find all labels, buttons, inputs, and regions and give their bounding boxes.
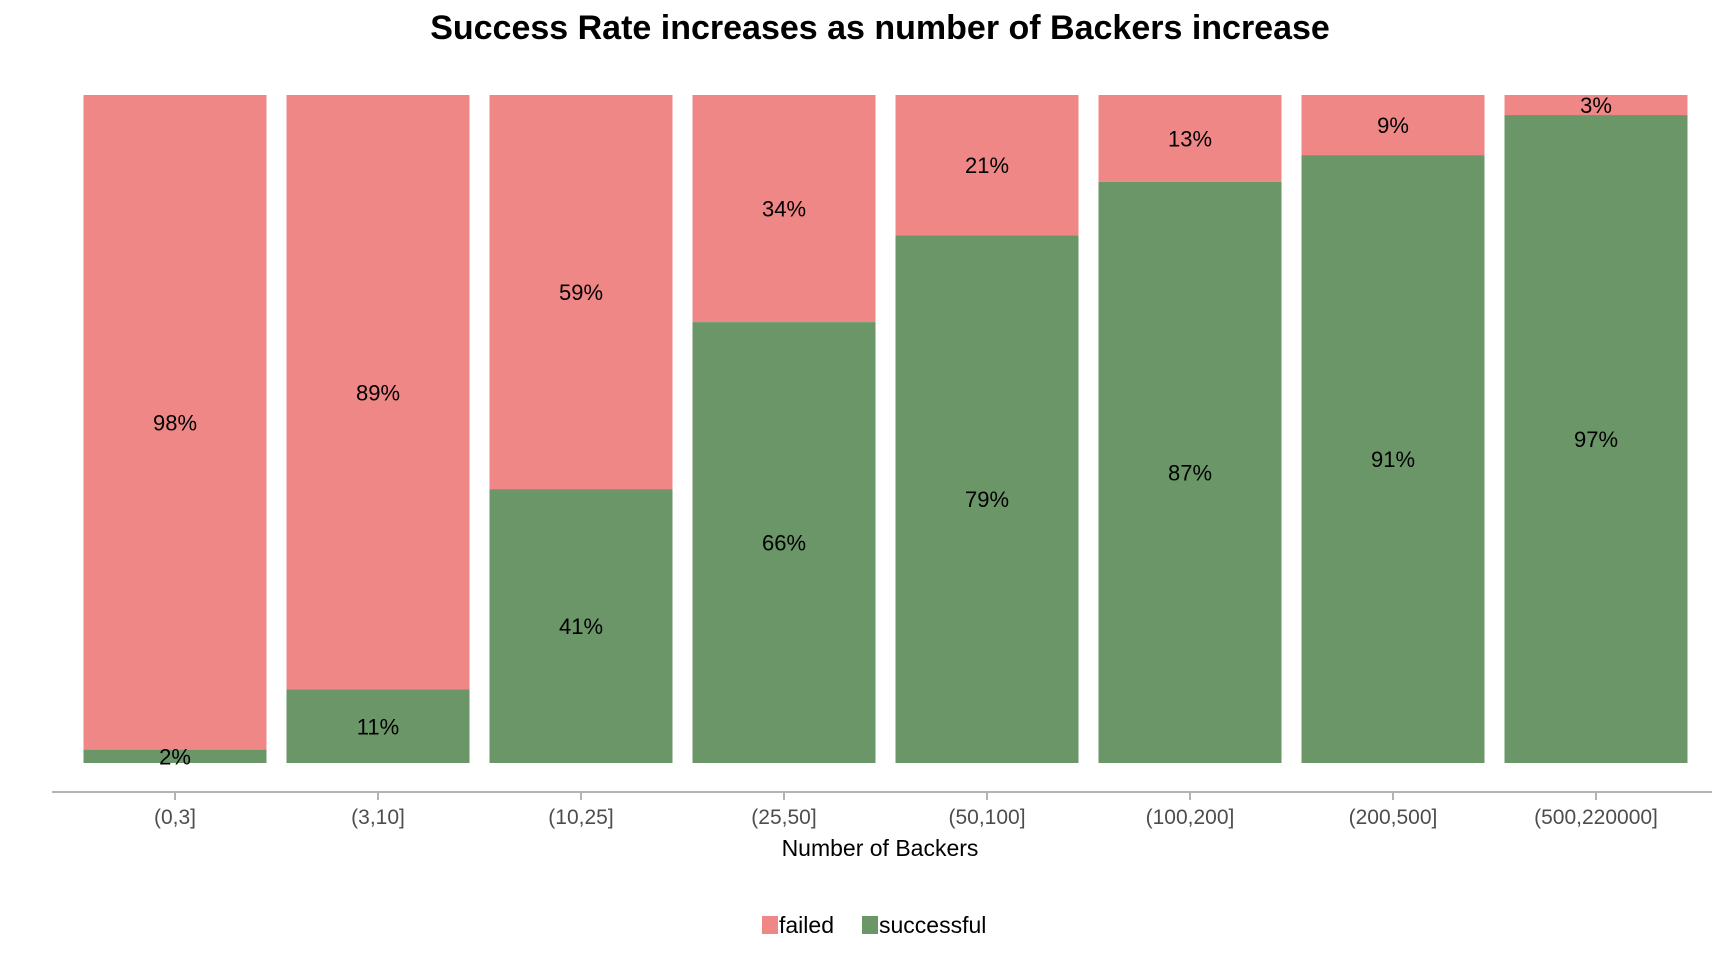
legend-swatch-successful	[862, 916, 878, 934]
bar-label-successful-1: 11%	[357, 714, 399, 739]
x-tick-label-5: (100,200]	[1146, 806, 1235, 829]
bar-failed-3	[692, 95, 876, 323]
x-tick-label-3: (25,50]	[751, 806, 816, 829]
bar-failed-4	[895, 95, 1079, 236]
x-tick-label-4: (50,100]	[948, 806, 1025, 829]
legend-label-successful: successful	[879, 912, 986, 938]
legend-swatch-failed	[762, 916, 778, 934]
x-tick-label-0: (0,3]	[154, 806, 196, 829]
bar-label-successful-7: 97%	[1574, 427, 1618, 452]
bar-failed-5	[1098, 95, 1282, 182]
bar-failed-0	[83, 95, 267, 750]
bar-label-failed-5: 13%	[1168, 126, 1212, 151]
bars-layer	[83, 95, 1688, 764]
bar-successful-2	[489, 489, 673, 763]
bar-label-successful-5: 87%	[1168, 460, 1212, 485]
bar-successful-3	[692, 322, 876, 763]
x-axis-ticks: (0,3] (3,10] (10,25] (25,50] (50,100] (100,20…	[154, 792, 1658, 829]
bar-successful-5	[1098, 181, 1282, 764]
bar-label-failed-4: 21%	[965, 153, 1009, 178]
bar-label-successful-3: 66%	[762, 531, 806, 556]
bar-label-successful-6: 91%	[1371, 447, 1415, 472]
x-axis-title: Number of Backers	[782, 835, 979, 861]
bar-label-successful-4: 79%	[965, 487, 1009, 512]
chart-title: Success Rate increases as number of Back…	[430, 9, 1330, 47]
bar-labels-layer: 98% 2% 89% 11% 59% 41% 34% 66% 21% 79% 13% 87% 9% 91%…	[153, 93, 1618, 769]
bar-successful-1	[286, 689, 470, 763]
x-tick-label-1: (3,10]	[351, 806, 405, 829]
bar-label-failed-3: 34%	[762, 197, 806, 222]
bar-successful-6	[1301, 155, 1485, 763]
bar-successful-4	[895, 235, 1079, 763]
bar-label-failed-6: 9%	[1377, 113, 1409, 138]
bar-label-failed-7: 3%	[1580, 93, 1612, 118]
bar-label-failed-2: 59%	[559, 280, 603, 305]
bar-successful-7	[1504, 115, 1688, 764]
bar-label-successful-2: 41%	[559, 614, 603, 639]
x-tick-label-2: (10,25]	[548, 806, 613, 829]
bar-label-failed-0: 98%	[153, 410, 197, 435]
legend-label-failed: failed	[779, 912, 834, 938]
bar-failed-7	[1504, 95, 1688, 116]
bar-failed-6	[1301, 95, 1485, 156]
bar-successful-0	[83, 749, 267, 763]
bar-failed-2	[489, 95, 673, 490]
x-tick-label-7: (500,220000]	[1534, 806, 1658, 829]
x-tick-label-6: (200,500]	[1349, 806, 1438, 829]
bar-label-failed-1: 89%	[356, 380, 400, 405]
bar-label-successful-0: 2%	[159, 744, 191, 769]
bar-failed-1	[286, 95, 470, 690]
legend: failed successful	[762, 912, 986, 938]
